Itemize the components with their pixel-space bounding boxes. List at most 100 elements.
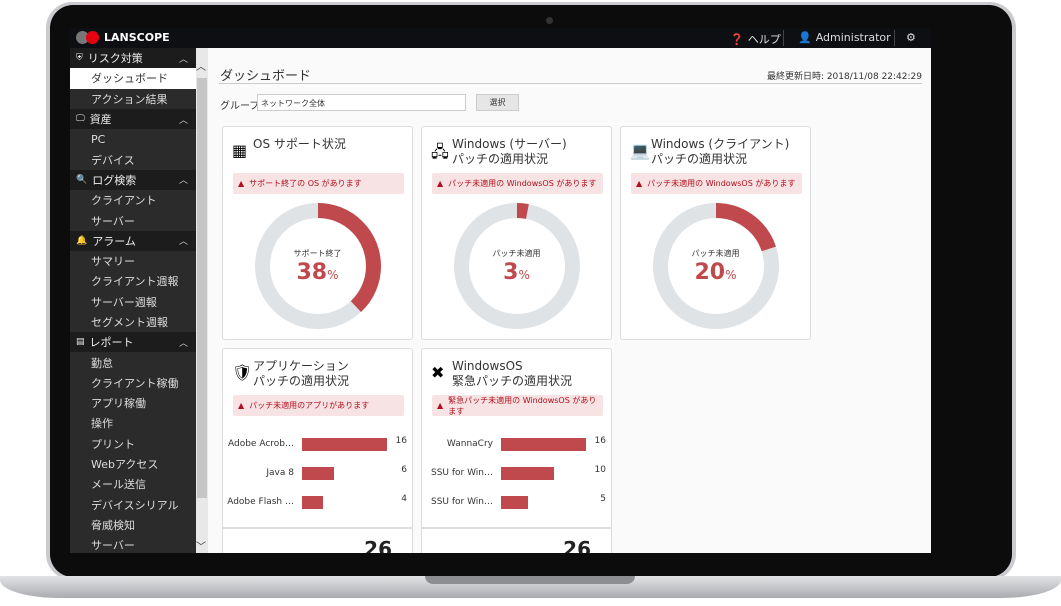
- bar-value: 10: [594, 465, 606, 475]
- donut-label: パッチ未適用: [691, 249, 740, 258]
- sidebar-item[interactable]: セグメント週報: [91, 316, 168, 329]
- sidebar-item[interactable]: プリント: [91, 437, 135, 451]
- bar-row[interactable]: Adobe Flash … 4: [223, 494, 412, 510]
- bar-label: Adobe Flash …: [227, 497, 294, 507]
- last-updated: 最終更新日時: 2018/11/08 22:42:29: [766, 72, 922, 82]
- sidebar-item[interactable]: メール送信: [91, 478, 146, 492]
- sidebar-group[interactable]: ▤ レポート ︿: [70, 332, 196, 353]
- alert-banner[interactable]: ▲ パッチ未適用の WindowsOS があります: [631, 173, 802, 194]
- sidebar-item[interactable]: サマリー: [91, 255, 135, 269]
- laptop-notch: [425, 576, 635, 584]
- warning-icon: ▲: [437, 401, 444, 410]
- sidebar-group[interactable]: 🖵 資産 ︿: [70, 108, 196, 130]
- alert-banner[interactable]: ▲ 緊急パッチ未適用の WindowsOS があります: [432, 395, 603, 416]
- app-screen: LANSCOPE ❓ ヘルプ 👤 Administrator ⚙ ⛨ リスク対策 ︿ ダッ…: [70, 28, 931, 553]
- top-bar: LANSCOPE ❓ ヘルプ 👤 Administrator ⚙: [70, 28, 931, 48]
- brand-name: LANSCOPE: [104, 31, 170, 44]
- warning-icon: ▲: [437, 179, 444, 188]
- chevron-up-icon[interactable]: ︿: [178, 237, 188, 248]
- sidebar-group[interactable]: 🔍 ログ検索 ︿: [70, 169, 196, 191]
- card-title: WindowsOS 緊急パッチの適用状況: [452, 359, 573, 388]
- card-title: Windows (サーバー) パッチの適用状況: [452, 137, 567, 166]
- warning-icon: ▲: [636, 179, 643, 188]
- donut-segment: [454, 203, 580, 329]
- donut-segment: [255, 203, 381, 329]
- sidebar-item[interactable]: アプリ稼働: [91, 397, 146, 411]
- chevron-up-icon[interactable]: ︿: [178, 338, 188, 349]
- bar-label: Adobe Acrob…: [228, 439, 294, 449]
- sidebar-group-label: レポート: [89, 336, 134, 350]
- select-button[interactable]: 選択: [476, 94, 519, 111]
- alert-banner[interactable]: ▲ パッチ未適用の WindowsOS があります: [432, 173, 603, 194]
- sidebar-item[interactable]: サーバー週報: [91, 295, 157, 309]
- camera: [546, 17, 553, 24]
- logo: LANSCOPE: [76, 31, 170, 44]
- bar: [302, 496, 324, 509]
- bar-row[interactable]: Java 8 6: [223, 465, 412, 481]
- laptop-base: [0, 576, 1061, 598]
- sidebar-item[interactable]: 勤怠: [91, 356, 113, 370]
- donut-segment: [653, 203, 779, 329]
- bar-value: 4: [401, 494, 407, 504]
- bar-card: ✖ WindowsOS 緊急パッチの適用状況 ▲ 緊急パッチ未適用の Windows…: [421, 348, 612, 553]
- sidebar-item[interactable]: アクション結果: [91, 92, 168, 106]
- chevron-up-icon[interactable]: ︿: [196, 62, 206, 73]
- bar-label: SSU for Win…: [430, 468, 493, 478]
- sidebar-group[interactable]: 🔔 アラーム ︿: [70, 230, 196, 251]
- sidebar-item[interactable]: クライアント: [91, 194, 157, 208]
- sidebar-item[interactable]: クライアント週報: [91, 275, 179, 289]
- bar-card: 🛡 アプリケーション パッチの適用状況 ▲ パッチ未適用のアプリがあります Adob…: [222, 348, 413, 553]
- donut-chart: [255, 203, 381, 329]
- bar: [302, 438, 387, 451]
- sidebar-item[interactable]: デバイスシリアル: [91, 498, 179, 512]
- sidebar-item[interactable]: Webアクセス: [91, 458, 159, 472]
- search-icon: 🔍: [76, 174, 88, 185]
- sidebar-scrollbar[interactable]: [196, 48, 208, 553]
- card-title: Windows (クライアント) パッチの適用状況: [651, 137, 790, 166]
- bar-value: 6: [401, 465, 407, 475]
- donut-label: パッチ未適用: [492, 249, 541, 258]
- monitor-icon: 🖵: [76, 114, 85, 125]
- sidebar-item[interactable]: デバイス: [91, 153, 135, 167]
- bar: [302, 467, 334, 480]
- chevron-up-icon[interactable]: ︿: [178, 115, 188, 126]
- sidebar-item[interactable]: サーバー: [91, 214, 135, 228]
- card-icon: 🛡: [232, 363, 253, 382]
- donut-chart: [653, 203, 779, 329]
- chevron-up-icon[interactable]: ︿: [178, 54, 188, 65]
- sidebar-item[interactable]: PC: [91, 132, 106, 146]
- bar-row[interactable]: SSU for Win… 5: [422, 494, 611, 510]
- donut-label: サポート終了: [293, 249, 342, 258]
- sidebar-group[interactable]: ⛨ リスク対策 ︿: [70, 48, 196, 69]
- bar-row[interactable]: WannaCry 16: [422, 436, 611, 452]
- sidebar-item[interactable]: 脅威検知: [91, 518, 135, 532]
- donut-value: 38%: [296, 260, 339, 285]
- warning-icon: ▲: [238, 401, 245, 410]
- card-title: アプリケーション パッチの適用状況: [253, 359, 350, 388]
- bar-value: 16: [594, 436, 606, 446]
- divider: [422, 527, 611, 529]
- chevron-up-icon[interactable]: ︿: [178, 176, 188, 187]
- alert-banner[interactable]: ▲ パッチ未適用のアプリがあります: [233, 395, 404, 416]
- alert-banner[interactable]: ▲ サポート終了の OS があります: [233, 173, 404, 194]
- bar-row[interactable]: Adobe Acrob… 16: [223, 436, 412, 452]
- bar-row[interactable]: SSU for Win… 10: [422, 465, 611, 481]
- bar: [501, 496, 528, 509]
- settings-button[interactable]: ⚙: [906, 31, 916, 44]
- sidebar-item[interactable]: サーバー: [91, 539, 135, 553]
- sidebar-item[interactable]: クライアント稼働: [91, 376, 179, 390]
- card-title: OS サポート状況: [253, 137, 346, 151]
- help-link[interactable]: ❓ ヘルプ: [730, 31, 781, 47]
- user-menu[interactable]: 👤 Administrator: [798, 31, 891, 44]
- divider: [223, 527, 412, 529]
- sidebar-item[interactable]: 操作: [91, 417, 113, 431]
- bar: [501, 438, 586, 451]
- group-input[interactable]: ネットワーク全体: [257, 94, 466, 111]
- group-label: グループ:: [220, 101, 263, 112]
- sidebar-item[interactable]: ダッシュボード: [70, 68, 196, 89]
- bar: [501, 467, 555, 480]
- chevron-down-icon[interactable]: ﹀: [196, 542, 206, 553]
- donut-card: 🖧 Windows (サーバー) パッチの適用状況 ▲ パッチ未適用の Window…: [421, 126, 612, 340]
- total-count: 26: [364, 537, 392, 553]
- divider: [219, 83, 922, 84]
